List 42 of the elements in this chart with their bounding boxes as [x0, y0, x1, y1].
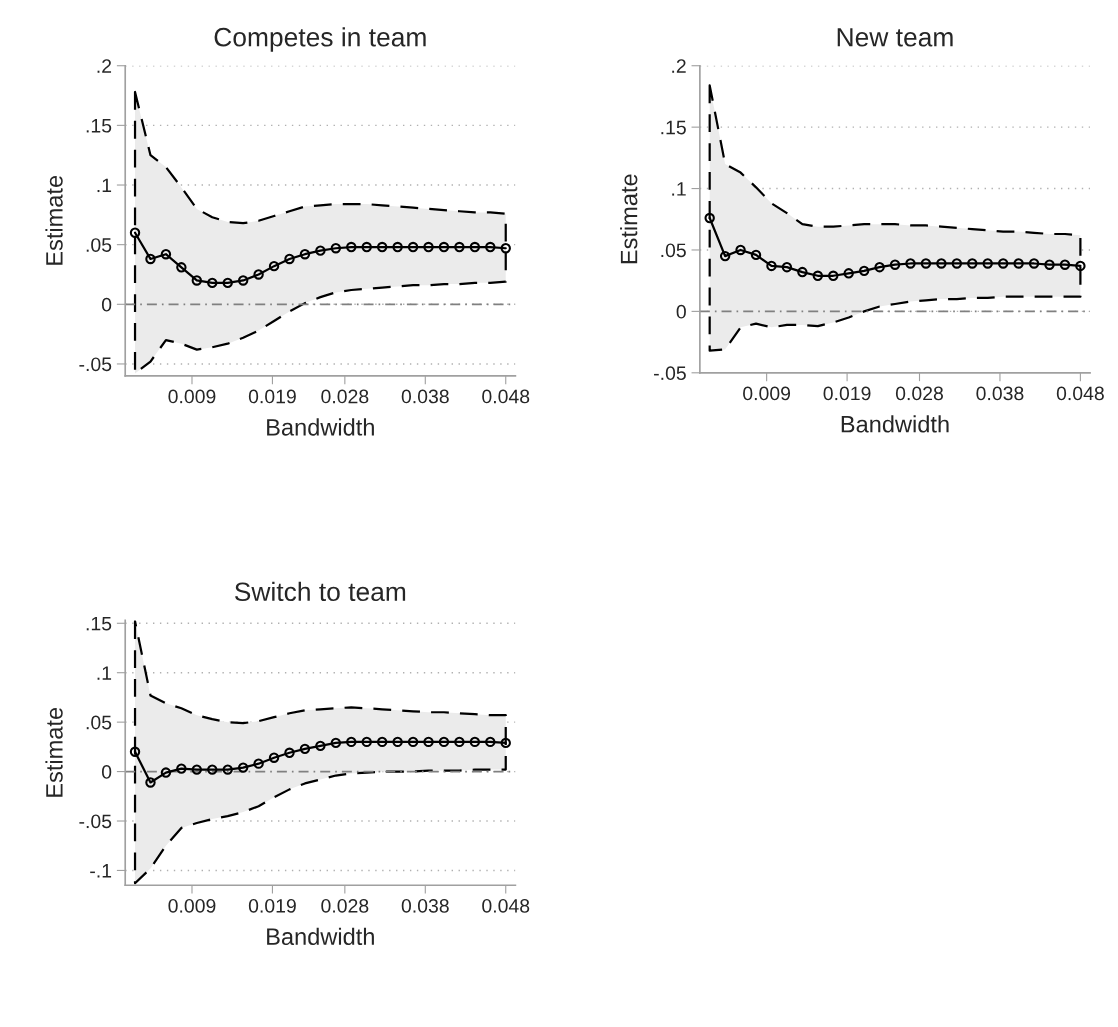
x-axis-title: Bandwidth	[841, 415, 949, 433]
y-axis-title: Estimate	[45, 175, 63, 265]
y-tick-label: .1	[97, 666, 112, 680]
y-tick-label: 0	[101, 765, 112, 779]
x-tick-label: 0.048	[1056, 386, 1104, 401]
y-tick-label: 0	[101, 297, 112, 312]
chart-title: New team	[837, 28, 953, 47]
y-tick-label: .1	[672, 182, 686, 196]
y-tick-label: .2	[672, 59, 686, 73]
y-tick-label: .15	[86, 119, 112, 133]
y-tick-label: -.05	[654, 366, 686, 381]
y-tick-label: .15	[86, 616, 112, 631]
y-tick-label: .05	[86, 238, 112, 252]
x-tick-label: 0.028	[895, 386, 943, 401]
x-tick-label: 0.009	[743, 386, 791, 401]
x-tick-label: 0.028	[321, 389, 369, 404]
chart-title: Competes in team	[214, 27, 426, 52]
x-tick-label: 0.048	[482, 389, 530, 404]
x-tick-label: 0.019	[248, 389, 296, 404]
x-tick-label: 0.028	[321, 898, 369, 913]
x-tick-label: 0.048	[482, 898, 530, 913]
y-tick-label: -.05	[79, 814, 112, 829]
y-axis-title: Estimate	[620, 174, 638, 264]
x-tick-label: 0.038	[976, 386, 1024, 401]
x-tick-label: 0.038	[401, 898, 449, 913]
x-axis-title: Bandwidth	[267, 418, 374, 436]
y-axis-title: Estimate	[45, 707, 63, 797]
y-tick-label: -.1	[90, 864, 112, 878]
y-tick-label: .05	[86, 715, 112, 730]
y-tick-label: 0	[676, 304, 686, 319]
y-tick-label: .2	[97, 59, 112, 73]
x-tick-label: 0.019	[823, 386, 871, 401]
x-tick-label: 0.009	[168, 898, 216, 913]
chart-title: Switch to team	[234, 581, 406, 602]
x-axis-title: Bandwidth	[267, 927, 374, 946]
y-tick-label: -.05	[79, 357, 112, 372]
y-tick-label: .05	[661, 243, 686, 258]
x-tick-label: 0.038	[401, 389, 449, 404]
y-tick-label: .1	[97, 178, 112, 193]
x-tick-label: 0.019	[248, 898, 296, 913]
y-tick-label: .15	[661, 120, 686, 135]
x-tick-label: 0.009	[168, 389, 216, 404]
